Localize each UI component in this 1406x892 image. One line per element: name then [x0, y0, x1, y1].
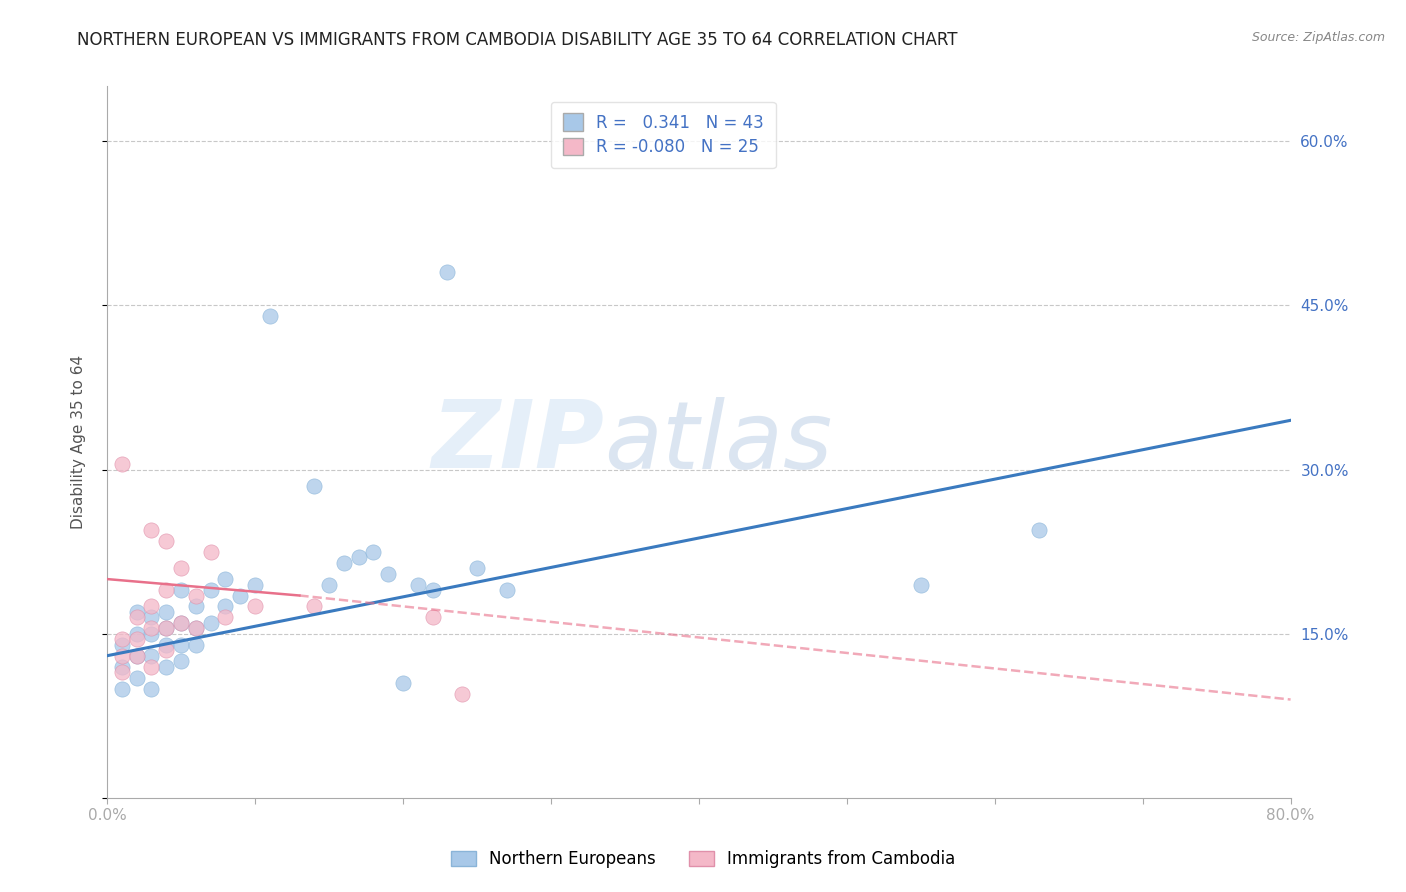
- Point: [170, 561, 193, 575]
- Point: [184, 621, 207, 635]
- Point: [451, 687, 474, 701]
- Point: [214, 599, 236, 614]
- Point: [318, 577, 340, 591]
- Point: [155, 582, 177, 597]
- Point: [347, 550, 370, 565]
- Y-axis label: Disability Age 35 to 64: Disability Age 35 to 64: [72, 355, 86, 529]
- Point: [495, 582, 517, 597]
- Point: [125, 610, 148, 624]
- Point: [155, 643, 177, 657]
- Point: [125, 632, 148, 647]
- Point: [392, 676, 415, 690]
- Text: ZIP: ZIP: [432, 396, 605, 488]
- Point: [910, 577, 932, 591]
- Point: [141, 523, 163, 537]
- Point: [422, 610, 444, 624]
- Point: [111, 457, 134, 471]
- Point: [302, 479, 325, 493]
- Legend: Northern Europeans, Immigrants from Cambodia: Northern Europeans, Immigrants from Camb…: [444, 844, 962, 875]
- Point: [111, 638, 134, 652]
- Point: [214, 610, 236, 624]
- Point: [302, 599, 325, 614]
- Point: [170, 615, 193, 630]
- Point: [155, 533, 177, 548]
- Point: [111, 681, 134, 696]
- Point: [406, 577, 429, 591]
- Point: [141, 610, 163, 624]
- Point: [155, 605, 177, 619]
- Point: [259, 310, 281, 324]
- Point: [125, 605, 148, 619]
- Point: [141, 627, 163, 641]
- Legend: R =   0.341   N = 43, R = -0.080   N = 25: R = 0.341 N = 43, R = -0.080 N = 25: [551, 102, 776, 169]
- Point: [155, 638, 177, 652]
- Text: atlas: atlas: [605, 397, 832, 488]
- Text: NORTHERN EUROPEAN VS IMMIGRANTS FROM CAMBODIA DISABILITY AGE 35 TO 64 CORRELATIO: NORTHERN EUROPEAN VS IMMIGRANTS FROM CAM…: [77, 31, 957, 49]
- Point: [436, 265, 458, 279]
- Point: [377, 566, 399, 581]
- Point: [111, 648, 134, 663]
- Point: [155, 621, 177, 635]
- Point: [333, 556, 356, 570]
- Point: [214, 572, 236, 586]
- Point: [422, 582, 444, 597]
- Point: [141, 599, 163, 614]
- Point: [141, 621, 163, 635]
- Point: [170, 654, 193, 668]
- Point: [125, 627, 148, 641]
- Point: [141, 648, 163, 663]
- Point: [229, 589, 252, 603]
- Point: [184, 589, 207, 603]
- Point: [155, 659, 177, 673]
- Point: [243, 599, 266, 614]
- Point: [125, 648, 148, 663]
- Point: [155, 621, 177, 635]
- Point: [184, 638, 207, 652]
- Point: [141, 681, 163, 696]
- Point: [200, 615, 222, 630]
- Point: [363, 545, 385, 559]
- Text: Source: ZipAtlas.com: Source: ZipAtlas.com: [1251, 31, 1385, 45]
- Point: [125, 671, 148, 685]
- Point: [184, 621, 207, 635]
- Point: [111, 659, 134, 673]
- Point: [170, 638, 193, 652]
- Point: [243, 577, 266, 591]
- Point: [141, 659, 163, 673]
- Point: [184, 599, 207, 614]
- Point: [111, 665, 134, 680]
- Point: [125, 648, 148, 663]
- Point: [170, 582, 193, 597]
- Point: [200, 545, 222, 559]
- Point: [111, 632, 134, 647]
- Point: [170, 615, 193, 630]
- Point: [1028, 523, 1050, 537]
- Point: [200, 582, 222, 597]
- Point: [465, 561, 488, 575]
